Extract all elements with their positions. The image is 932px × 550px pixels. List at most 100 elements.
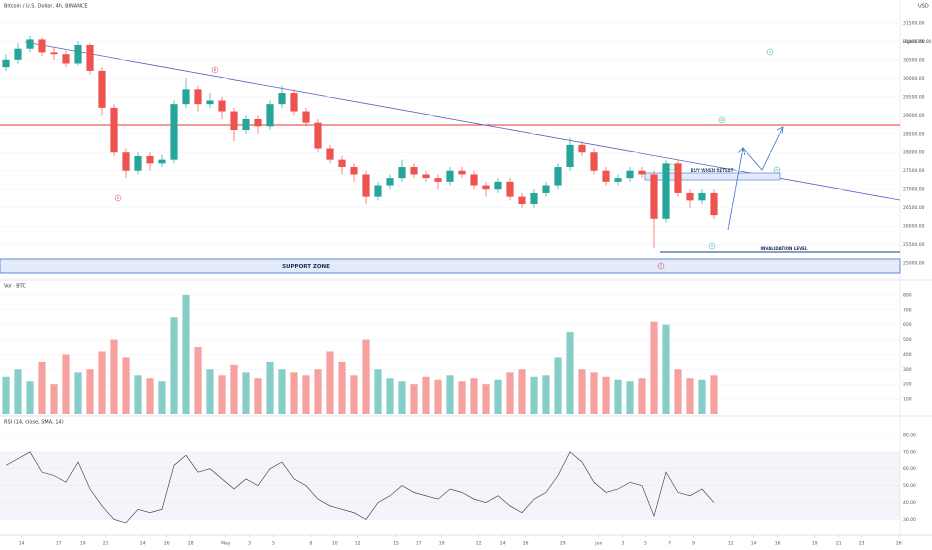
candle-body xyxy=(422,174,430,179)
candle-body xyxy=(386,178,394,186)
axes: 31500.00 31000.00 30500.00 30000.00 29500.00… xyxy=(0,20,925,523)
volume-bar xyxy=(590,372,598,414)
y-tick-label: 26000.00 xyxy=(903,224,925,230)
y-tick-label: 29500.00 xyxy=(903,94,925,100)
wave-label: i xyxy=(672,165,673,169)
x-tick-label: 3 xyxy=(621,541,624,547)
volume-bar xyxy=(206,369,214,414)
candle-body xyxy=(230,111,238,131)
volume-bar xyxy=(182,294,190,414)
candle-body xyxy=(674,163,682,193)
volume-bar xyxy=(122,357,130,414)
volume-bar xyxy=(194,347,202,414)
y-tick-label: 100 xyxy=(903,397,912,403)
candle-body xyxy=(638,170,646,175)
candle-body xyxy=(434,178,442,182)
candle-body xyxy=(254,118,262,127)
wave-label: iv xyxy=(775,168,778,172)
candle-body xyxy=(506,181,514,197)
candle-body xyxy=(518,196,526,205)
x-tick-label: 5 xyxy=(644,541,647,547)
y-tick-label: 26500.00 xyxy=(903,205,925,211)
x-tick-label: 19 xyxy=(80,541,86,547)
volume-bar xyxy=(662,324,670,414)
volume-bar xyxy=(554,357,562,414)
candle-body xyxy=(650,174,658,219)
candle-body xyxy=(542,185,550,193)
volume-bar xyxy=(686,378,694,414)
y-tick-label: 70.00 xyxy=(903,449,916,455)
x-tick-label: 3 xyxy=(248,541,251,547)
x-tick-label: 5 xyxy=(272,541,275,547)
candle-body xyxy=(194,89,202,105)
wave-marker xyxy=(657,262,665,270)
high-label: High xyxy=(903,39,913,44)
volume-bar xyxy=(566,332,574,414)
symbol-title: Bitcoin / U.S. Dollar, 4h, BINANCE xyxy=(4,4,88,10)
rsi-band xyxy=(0,451,900,520)
rsi-line xyxy=(5,451,715,524)
invalidation-label: INVALIDATION LEVEL xyxy=(761,246,808,251)
y-tick-label: 80.00 xyxy=(903,432,916,438)
y-tick-label: 40.00 xyxy=(903,500,916,506)
candle-body xyxy=(338,159,346,168)
wave-marker xyxy=(773,166,781,174)
wave-marker xyxy=(668,163,676,171)
currency: USD xyxy=(918,4,929,10)
volume-bar xyxy=(374,369,382,414)
x-tick-label: 23 xyxy=(859,541,865,547)
volume-bar xyxy=(542,375,550,414)
candle-body xyxy=(494,181,502,190)
wave-marker xyxy=(114,194,122,202)
candle-body xyxy=(122,152,130,171)
volume-bar xyxy=(710,375,718,414)
candle-body xyxy=(14,48,22,60)
rsi-label: RSI (14, close, SMA, 14) xyxy=(4,420,64,426)
volume-bar xyxy=(674,369,682,414)
candle-body xyxy=(62,54,70,64)
x-tick-label: May xyxy=(221,541,231,547)
wave-marker xyxy=(718,116,726,124)
volume-bar xyxy=(74,372,82,414)
x-tick-label: 16 xyxy=(775,541,781,547)
candle-body xyxy=(362,174,370,197)
volume-bar xyxy=(494,379,502,414)
y-tick-label: 200 xyxy=(903,382,912,388)
arrow-head xyxy=(737,126,784,156)
volume-bar xyxy=(326,351,334,414)
candle-body xyxy=(698,192,706,201)
volume-bar xyxy=(470,378,478,414)
candle-body xyxy=(38,39,46,53)
x-tick-label: 22 xyxy=(476,541,482,547)
x-tick-label: 12 xyxy=(728,541,734,547)
candle-body xyxy=(218,100,226,112)
wave-label: v xyxy=(769,50,771,54)
candle-body xyxy=(170,104,178,160)
y-tick-label: 30500.00 xyxy=(903,57,925,63)
candle-body xyxy=(2,59,10,68)
x-tick-label: 26 xyxy=(523,541,529,547)
retest-box xyxy=(644,172,781,181)
candle-body xyxy=(74,44,82,64)
volume-bar xyxy=(518,369,526,414)
candle-body xyxy=(554,167,562,186)
volume-bar xyxy=(266,361,274,414)
volume-bar xyxy=(530,376,538,414)
volume-bar xyxy=(314,369,322,414)
candle-body xyxy=(278,93,286,105)
candle-body xyxy=(530,192,538,205)
volume-bar xyxy=(26,381,34,414)
candle-body xyxy=(206,100,214,105)
candle-body xyxy=(158,159,166,164)
volume-bar xyxy=(86,369,94,414)
y-tick-label: 600 xyxy=(903,322,912,328)
volume-bar xyxy=(626,381,634,414)
candle-body xyxy=(134,155,142,171)
candle-body xyxy=(482,185,490,190)
y-tick-label: 28000.00 xyxy=(903,150,925,156)
x-tick-label: Jun xyxy=(594,541,602,547)
candle-body xyxy=(578,144,586,153)
x-tick-label: 24 xyxy=(140,541,146,547)
candle-body xyxy=(86,44,94,71)
volume-bar xyxy=(38,361,46,414)
